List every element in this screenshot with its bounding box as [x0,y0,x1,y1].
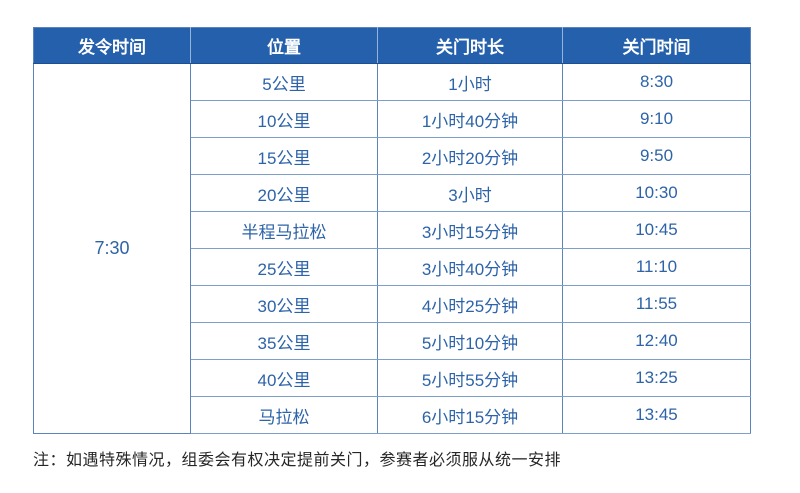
position-cell: 10公里 [190,100,378,138]
header-close-time: 关门时间 [562,27,751,64]
clipped-text-top-fragment: ··· ···· [35,0,90,3]
duration-cell: 1小时40分钟 [377,100,563,138]
table-row: 35公里 5小时10分钟 12:40 [34,322,751,360]
close-time-cell: 13:25 [562,359,751,397]
close-time-cell: 11:55 [562,285,751,323]
close-time-cell: 13:45 [562,396,751,434]
table-row: 30公里 4小时25分钟 11:55 [34,285,751,323]
cutoff-time-table: 发令时间 位置 关门时长 关门时间 7:30 5公里 1小时 8:30 10公里… [33,27,751,434]
note-text: 注：如遇特殊情况，组委会有权决定提前关门，参赛者必须服从统一安排 [33,452,562,469]
start-time-cell: 7:30 [33,63,191,434]
clipped-text-bottom: ―― ―― ― ― ―― ― ― ― ―― ―― [40,489,780,493]
close-time-cell: 11:10 [562,248,751,286]
table-row: 20公里 3小时 10:30 [34,174,751,212]
table-row: 40公里 5小时55分钟 13:25 [34,359,751,397]
close-time-cell: 9:50 [562,137,751,175]
table-row: 15公里 2小时20分钟 9:50 [34,137,751,175]
duration-cell: 3小时40分钟 [377,248,563,286]
close-time-cell: 12:40 [562,322,751,360]
position-cell: 35公里 [190,322,378,360]
table-header-row: 发令时间 位置 关门时长 关门时间 [33,27,751,64]
duration-cell: 4小时25分钟 [377,285,563,323]
table-row: 25公里 3小时40分钟 11:10 [34,248,751,286]
header-start-time: 发令时间 [33,27,191,64]
table-row: 10公里 1小时40分钟 9:10 [34,100,751,138]
close-time-cell: 8:30 [562,63,751,101]
position-cell: 20公里 [190,174,378,212]
clipped-text-top: ··· ···· [35,0,265,5]
table-row: 半程马拉松 3小时15分钟 10:45 [34,211,751,249]
position-cell: 半程马拉松 [190,211,378,249]
duration-cell: 3小时 [377,174,563,212]
duration-cell: 2小时20分钟 [377,137,563,175]
header-position: 位置 [190,27,378,64]
duration-cell: 6小时15分钟 [377,396,563,434]
close-time-cell: 10:45 [562,211,751,249]
position-cell: 15公里 [190,137,378,175]
close-time-cell: 10:30 [562,174,751,212]
table-row: 7:30 5公里 1小时 8:30 [33,63,751,434]
duration-cell: 5小时55分钟 [377,359,563,397]
duration-cell: 1小时 [377,63,563,101]
header-duration: 关门时长 [377,27,563,64]
clipped-text-bottom-fragment: ―― ―― ― ― ―― ― ― ― ―― ―― [40,489,447,491]
duration-cell: 5小时10分钟 [377,322,563,360]
position-cell: 30公里 [190,285,378,323]
position-cell: 40公里 [190,359,378,397]
table-row: 马拉松 6小时15分钟 13:45 [34,396,751,434]
duration-cell: 3小时15分钟 [377,211,563,249]
position-cell: 马拉松 [190,396,378,434]
position-cell: 5公里 [190,63,378,101]
position-cell: 25公里 [190,248,378,286]
close-time-cell: 9:10 [562,100,751,138]
